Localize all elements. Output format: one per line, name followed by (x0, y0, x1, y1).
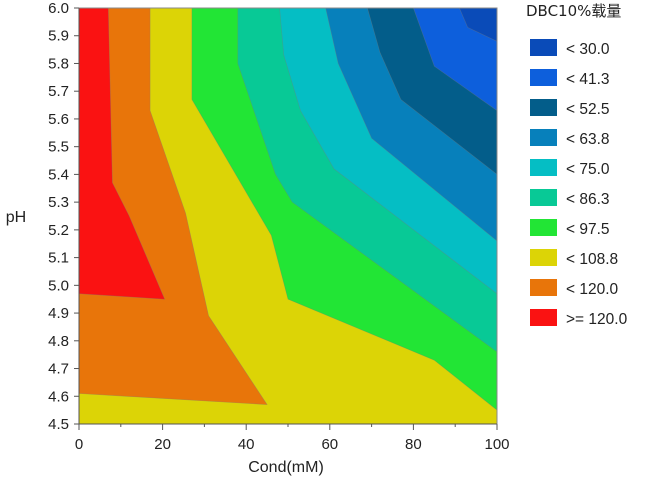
y-tick-label: 5.6 (48, 111, 69, 128)
legend-swatch (530, 159, 557, 176)
legend-items: < 30.0 < 41.3 < 52.5 < 63.8 < 75.0 < 86.3 < 97… (530, 39, 628, 328)
legend-label: < 97.5 (566, 221, 610, 238)
y-tick-label: 5.9 (48, 28, 69, 45)
legend-label: < 86.3 (566, 191, 610, 208)
y-tick-label: 4.9 (48, 305, 69, 322)
y-tick-label: 5.3 (48, 194, 69, 211)
legend-label: < 63.8 (566, 131, 610, 148)
legend-swatch (530, 189, 557, 206)
y-tick-label: 5.0 (48, 277, 69, 294)
legend-label: >= 120.0 (566, 311, 628, 328)
x-axis: 0 20 40 60 80 100 (75, 423, 510, 453)
legend-swatch (530, 99, 557, 116)
y-tick-label: 5.5 (48, 139, 69, 156)
contour-regions (78, 7, 498, 424)
legend-label: < 52.5 (566, 101, 610, 118)
x-tick-label: 0 (75, 436, 83, 453)
y-tick-label: 5.1 (48, 250, 69, 267)
y-tick-label: 5.7 (48, 83, 69, 100)
y-tick-label: 5.4 (48, 166, 69, 183)
y-tick-label: 5.8 (48, 55, 69, 72)
legend-swatch (530, 309, 557, 326)
legend-swatch (530, 219, 557, 236)
y-axis-title: pH (6, 209, 26, 226)
legend-swatch (530, 69, 557, 86)
legend: DBC10%载量 < 30.0< 41.3< 52.5< 63.8< 75.0<… (526, 2, 628, 328)
x-tick-label: 40 (238, 436, 255, 453)
y-tick-label: 4.7 (48, 361, 69, 378)
legend-label: < 120.0 (566, 281, 619, 298)
x-tick-label: 60 (321, 436, 338, 453)
legend-label: < 108.8 (566, 251, 618, 268)
y-axis: 4.5 4.6 4.7 4.8 4.9 5.0 5.1 5.2 5.3 5.4 5.5 5.6 5.7 5… (48, 0, 80, 433)
legend-swatch (530, 279, 557, 296)
x-tick-label: 20 (154, 436, 171, 453)
legend-label: < 30.0 (566, 41, 610, 58)
y-tick-label: 6.0 (48, 0, 69, 17)
y-tick-label: 4.5 (48, 416, 69, 433)
legend-swatch (530, 249, 557, 266)
legend-swatch (530, 39, 557, 56)
y-tick-label: 4.6 (48, 388, 69, 405)
x-axis-title: Cond(mM) (248, 459, 324, 476)
y-tick-label: 4.8 (48, 333, 69, 350)
x-tick-label: 100 (484, 436, 509, 453)
legend-label: < 41.3 (566, 71, 610, 88)
legend-title: DBC10%载量 (526, 2, 621, 20)
legend-label: < 75.0 (566, 161, 610, 178)
y-tick-label: 5.2 (48, 222, 69, 239)
x-tick-label: 80 (405, 436, 422, 453)
legend-swatch (530, 129, 557, 146)
